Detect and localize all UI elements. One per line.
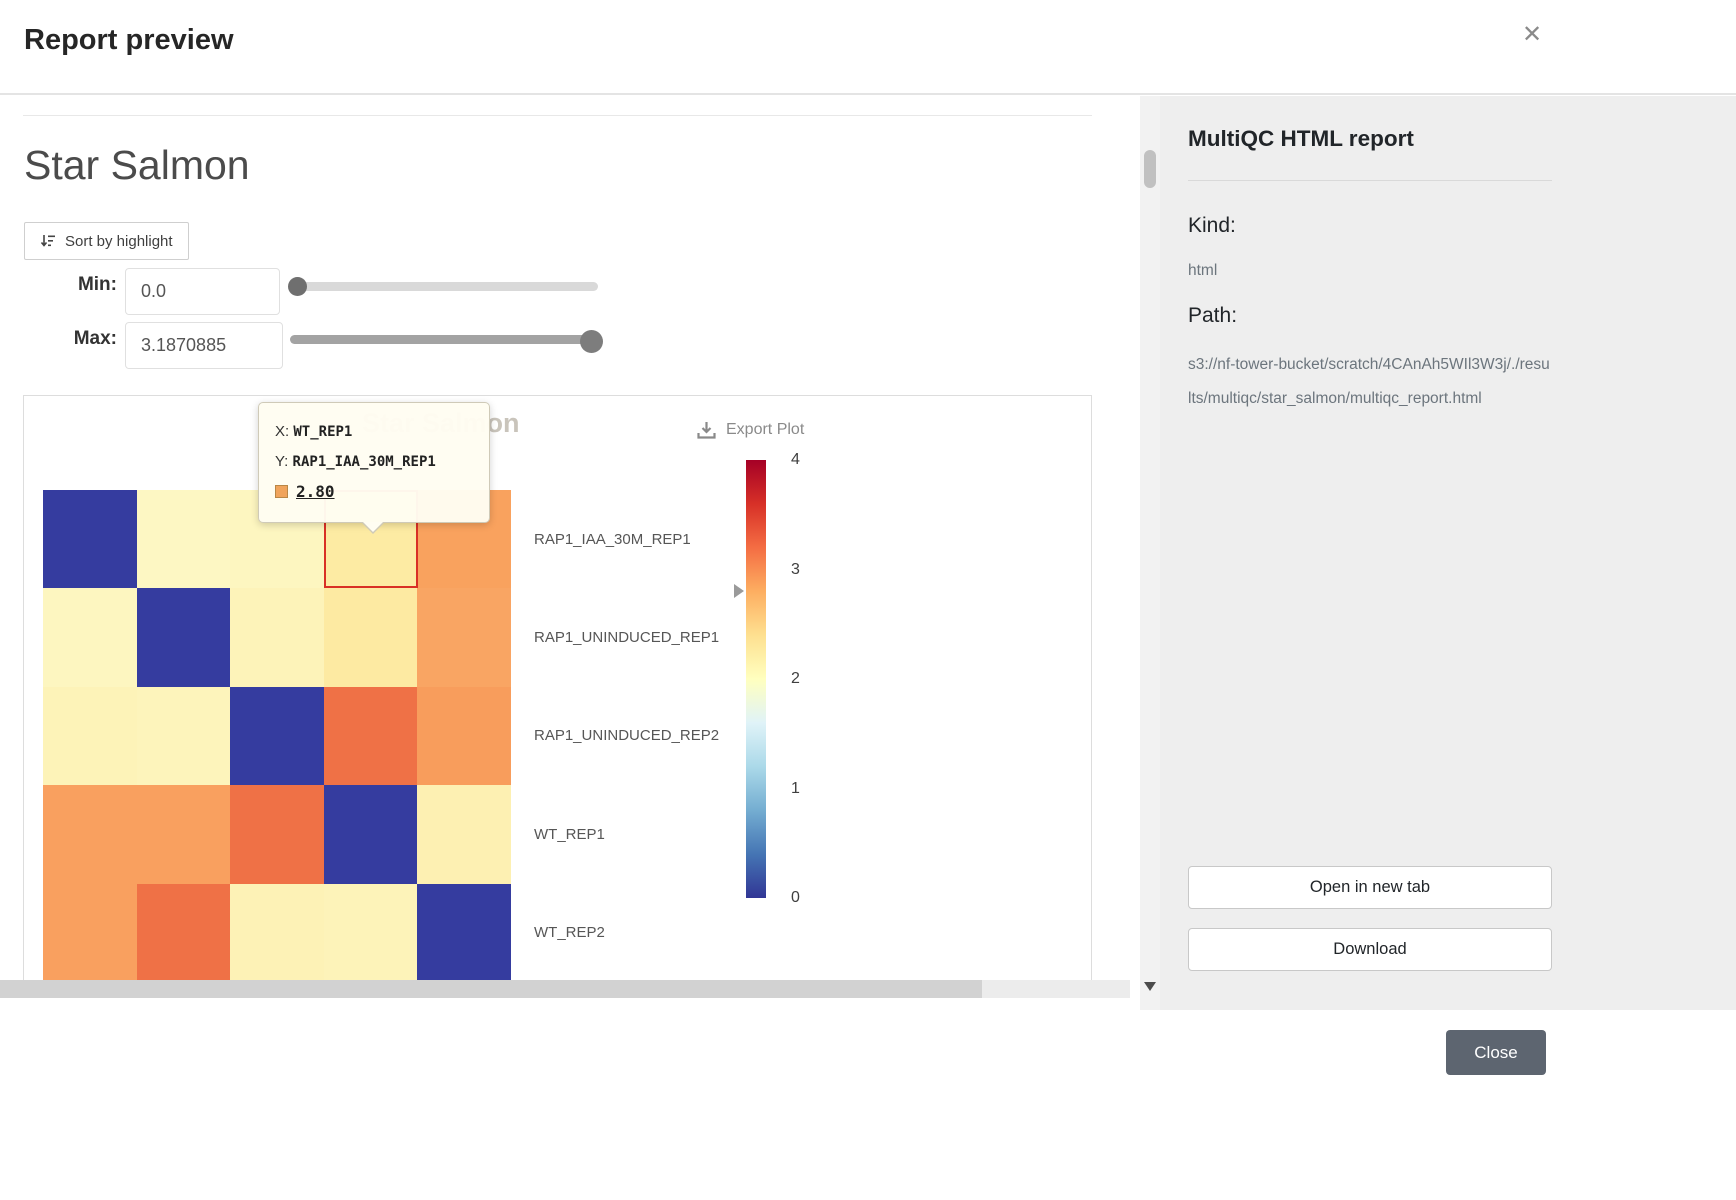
heatmap-cell[interactable] xyxy=(323,785,418,884)
close-icon[interactable]: ✕ xyxy=(1522,21,1543,48)
heatmap-cell[interactable] xyxy=(417,588,511,687)
tooltip-value-line: 2.80 xyxy=(275,477,473,508)
scrollbar-down-arrow-icon[interactable] xyxy=(1144,982,1156,991)
modal-footer: Close xyxy=(0,1010,1736,1200)
colorbar xyxy=(746,460,766,898)
heatmap-cell[interactable] xyxy=(136,490,231,589)
heatmap-row-label: RAP1_UNINDUCED_REP1 xyxy=(534,629,720,647)
modal-header: Report preview ✕ xyxy=(0,0,1736,95)
max-slider-handle[interactable] xyxy=(580,330,603,353)
heatmap-cell[interactable] xyxy=(417,883,511,982)
kind-value: html xyxy=(1188,262,1218,279)
export-plot-label: Export Plot xyxy=(726,421,805,438)
tooltip-x-label: X: xyxy=(275,423,290,440)
sort-icon xyxy=(40,233,56,249)
open-in-new-tab-button[interactable]: Open in new tab xyxy=(1188,866,1552,909)
tooltip-swatch xyxy=(275,485,288,498)
colorbar-marker xyxy=(734,584,744,599)
heatmap-row-label: WT_REP2 xyxy=(534,924,605,942)
heatmap-cell[interactable] xyxy=(136,588,231,687)
sort-button-label: Sort by highlight xyxy=(65,232,173,250)
heatmap-cell[interactable] xyxy=(43,588,137,687)
horizontal-scrollbar-thumb[interactable] xyxy=(0,980,982,998)
colorbar-tick: 4 xyxy=(791,451,800,468)
export-plot-button[interactable]: Export Plot xyxy=(696,420,804,440)
tooltip-y-line: Y: RAP1_IAA_30M_REP1 xyxy=(275,447,473,477)
heatmap-cell[interactable] xyxy=(417,686,511,786)
sort-by-highlight-button[interactable]: Sort by highlight xyxy=(24,222,189,260)
tooltip-caret-fill xyxy=(363,522,383,532)
min-input[interactable] xyxy=(125,268,280,315)
heatmap xyxy=(43,490,511,982)
heatmap-cell[interactable] xyxy=(43,686,137,786)
report-details-sidebar: MultiQC HTML report Kind: html Path: s3:… xyxy=(1160,96,1736,1010)
sidebar-title: MultiQC HTML report xyxy=(1188,126,1414,151)
tooltip-x-line: X: WT_REP1 xyxy=(275,417,473,447)
modal-title: Report preview xyxy=(24,24,234,56)
heatmap-cell[interactable] xyxy=(136,686,231,786)
tooltip-value: 2.80 xyxy=(296,482,335,501)
report-heading: Star Salmon xyxy=(24,142,250,188)
report-preview-pane: Star Salmon Sort by highlight Min: Max: … xyxy=(0,96,1140,1010)
colorbar-tick: 1 xyxy=(791,779,800,797)
content-divider xyxy=(23,115,1092,116)
heatmap-cell[interactable] xyxy=(136,785,231,884)
heatmap-cell[interactable] xyxy=(230,883,324,982)
horizontal-scrollbar[interactable] xyxy=(0,980,1130,998)
colorbar-tick: 0 xyxy=(791,889,800,906)
hover-tooltip: X: WT_REP1 Y: RAP1_IAA_30M_REP1 2.80 xyxy=(258,402,490,534)
download-button[interactable]: Download xyxy=(1188,928,1552,971)
kind-label: Kind: xyxy=(1188,214,1236,237)
heatmap-cell[interactable] xyxy=(43,785,137,884)
min-label: Min: xyxy=(77,274,117,295)
heatmap-plot: Star Salmon Export Plot RAP1_IAA_30M_REP… xyxy=(23,395,1092,985)
min-slider-handle[interactable] xyxy=(288,277,307,296)
max-slider-track[interactable] xyxy=(290,335,598,344)
heatmap-cell[interactable] xyxy=(230,588,324,687)
colorbar-tick: 2 xyxy=(791,670,800,687)
heatmap-cell[interactable] xyxy=(43,883,137,982)
heatmap-row-label: RAP1_UNINDUCED_REP2 xyxy=(534,727,720,745)
tooltip-y-value: RAP1_IAA_30M_REP1 xyxy=(292,454,436,470)
heatmap-row-label: WT_REP1 xyxy=(534,825,605,843)
tooltip-x-value: WT_REP1 xyxy=(293,424,353,440)
path-value: s3://nf-tower-bucket/scratch/4CAnAh5WIl3… xyxy=(1188,356,1550,407)
export-icon xyxy=(696,420,717,440)
close-button[interactable]: Close xyxy=(1446,1030,1546,1075)
heatmap-cell[interactable] xyxy=(417,785,511,884)
colorbar-tick: 3 xyxy=(791,560,800,578)
max-input[interactable] xyxy=(125,322,283,369)
vertical-scrollbar[interactable] xyxy=(1140,96,1160,1010)
heatmap-cell[interactable] xyxy=(323,883,418,982)
vertical-scrollbar-thumb[interactable] xyxy=(1144,150,1156,188)
heatmap-cell[interactable] xyxy=(323,588,418,687)
heatmap-row-label: RAP1_IAA_30M_REP1 xyxy=(534,530,691,548)
min-slider-track[interactable] xyxy=(290,282,598,291)
heatmap-cell[interactable] xyxy=(323,686,418,786)
header-divider xyxy=(0,93,1736,95)
sidebar-divider xyxy=(1188,180,1552,181)
heatmap-cell[interactable] xyxy=(230,686,324,786)
max-label: Max: xyxy=(73,328,117,349)
heatmap-cell[interactable] xyxy=(230,785,324,884)
path-label: Path: xyxy=(1188,304,1238,327)
heatmap-cell[interactable] xyxy=(136,883,231,982)
tooltip-y-label: Y: xyxy=(275,453,289,470)
heatmap-row-labels: RAP1_IAA_30M_REP1 RAP1_UNINDUCED_REP1 RAP1… xyxy=(534,490,769,982)
heatmap-cell[interactable] xyxy=(43,490,137,589)
